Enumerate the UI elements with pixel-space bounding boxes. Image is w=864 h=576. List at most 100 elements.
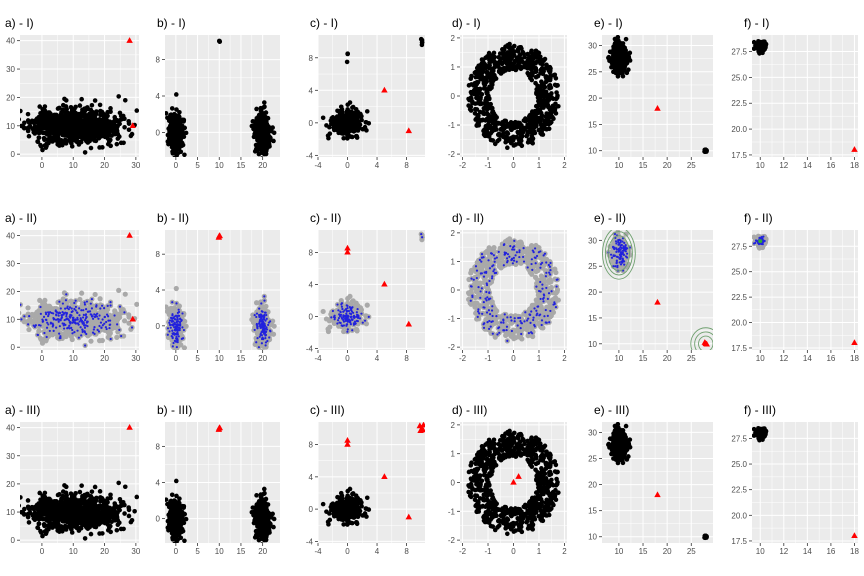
x-tick-label: 2	[562, 161, 567, 170]
data-point	[496, 64, 501, 69]
data-point	[619, 71, 624, 76]
core-point	[99, 321, 103, 324]
core-point	[107, 319, 110, 322]
data-point	[525, 131, 530, 137]
data-point	[78, 139, 84, 145]
data-point	[509, 139, 514, 145]
data-point	[544, 116, 550, 122]
data-point	[343, 129, 349, 134]
core-point	[82, 313, 85, 317]
data-point	[481, 80, 487, 85]
data-point	[32, 124, 38, 130]
core-point	[71, 316, 74, 319]
data-point	[27, 317, 33, 323]
core-point	[82, 309, 85, 312]
data-point	[612, 66, 618, 71]
data-point	[615, 44, 621, 50]
data-point	[122, 97, 128, 103]
data-point	[53, 135, 59, 140]
data-point	[541, 58, 546, 64]
core-point	[120, 334, 123, 338]
y-tick-label: 2	[451, 34, 456, 43]
data-point	[530, 124, 536, 129]
data-point	[350, 118, 355, 124]
data-point	[270, 125, 275, 130]
data-point	[69, 336, 75, 343]
data-point	[518, 126, 524, 131]
core-point	[118, 305, 122, 308]
x-tick-label: 4	[375, 161, 380, 170]
data-point	[72, 325, 78, 331]
data-point	[503, 118, 509, 124]
y-tick-label: 30	[588, 42, 597, 51]
data-point	[511, 52, 517, 58]
x-tick-label: 8	[404, 161, 409, 170]
core-point	[47, 323, 50, 326]
core-point	[74, 319, 77, 322]
data-point	[40, 125, 46, 131]
data-point	[468, 108, 474, 113]
data-point	[40, 147, 45, 153]
panel-title: c) - I)	[310, 16, 338, 30]
core-point	[72, 320, 75, 324]
core-point	[65, 312, 69, 315]
data-point	[67, 123, 72, 129]
core-point	[65, 293, 68, 296]
core-point	[18, 312, 20, 314]
core-point	[70, 326, 73, 330]
data-point	[547, 95, 552, 101]
data-point	[492, 127, 497, 132]
x-tick-label: 20	[100, 161, 109, 170]
data-point	[261, 111, 267, 116]
data-point	[532, 116, 538, 121]
data-point	[520, 60, 526, 65]
data-point	[500, 67, 505, 72]
data-point	[528, 127, 533, 132]
data-point	[165, 139, 171, 144]
core-point	[74, 299, 77, 302]
data-point	[69, 144, 75, 149]
data-point	[538, 110, 544, 116]
outlier-point	[654, 105, 661, 111]
data-point	[116, 287, 122, 293]
data-point	[12, 109, 17, 114]
points-layer	[466, 41, 561, 151]
core-point	[42, 315, 46, 318]
core-point	[45, 326, 49, 329]
data-point	[529, 49, 534, 55]
core-point	[85, 300, 89, 303]
data-point	[496, 54, 502, 60]
core-point	[73, 331, 76, 334]
x-tick-label: 0	[174, 161, 179, 170]
data-point	[76, 112, 82, 118]
core-point	[78, 314, 81, 317]
data-point	[483, 118, 488, 123]
data-point	[491, 50, 497, 56]
data-point	[611, 69, 616, 75]
core-point	[36, 333, 40, 337]
outlier-point	[381, 86, 388, 93]
core-point	[92, 328, 95, 331]
data-point	[533, 68, 539, 73]
core-point	[101, 318, 104, 321]
panel-title: a) - II)	[5, 211, 37, 225]
data-point	[545, 102, 551, 108]
data-point	[548, 110, 553, 115]
core-point	[39, 312, 42, 315]
data-point	[259, 119, 264, 125]
data-point	[334, 119, 339, 125]
data-point	[479, 117, 485, 123]
x-tick-label: -4	[314, 161, 322, 170]
data-point	[258, 107, 264, 113]
data-point	[508, 122, 514, 127]
data-point	[511, 143, 517, 148]
data-point	[37, 104, 43, 109]
data-point	[350, 104, 356, 110]
core-point	[93, 313, 96, 316]
data-point	[20, 320, 21, 323]
data-point	[99, 109, 104, 115]
data-point	[117, 110, 123, 116]
data-point	[259, 140, 264, 146]
